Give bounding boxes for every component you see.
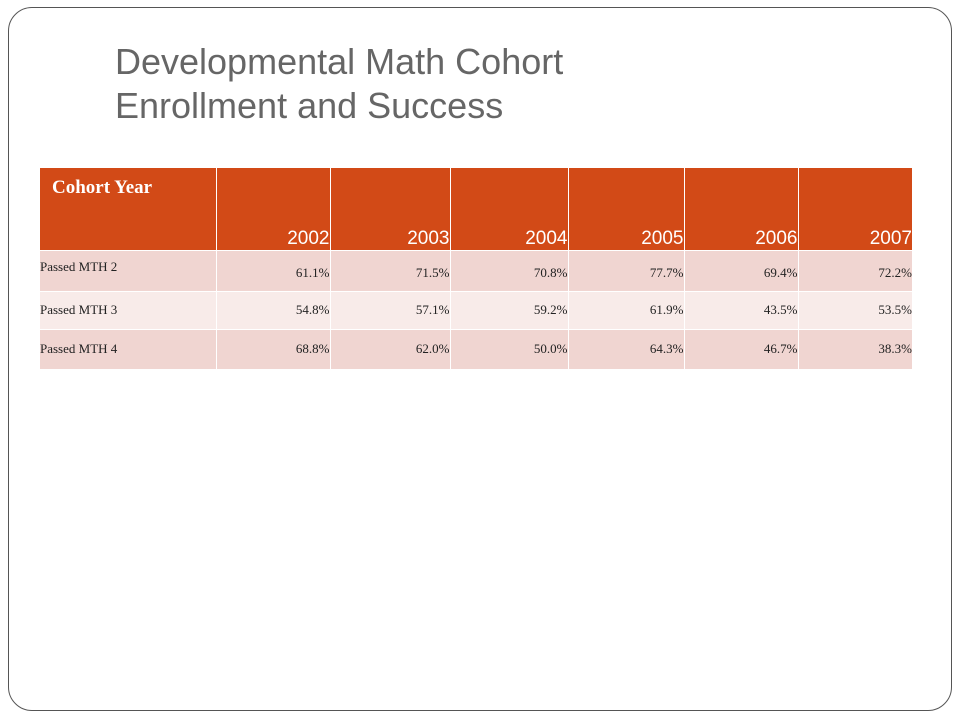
table-cell: 69.4%: [684, 249, 799, 291]
year-header: 2006: [684, 168, 799, 250]
table-row: Passed MTH 3 54.8% 57.1% 59.2% 61.9% 43.…: [40, 290, 912, 329]
cohort-year-header: Cohort Year: [40, 168, 217, 250]
table-cell: 62.0%: [330, 328, 451, 369]
year-header: 2004: [450, 168, 569, 250]
table-cell: 61.1%: [216, 249, 331, 291]
table-cell: 77.7%: [568, 249, 685, 291]
table-cell: 50.0%: [450, 328, 569, 369]
table-cell: 72.2%: [798, 249, 912, 291]
table-cell: 71.5%: [330, 249, 451, 291]
year-header: 2005: [568, 168, 685, 250]
year-header: 2003: [330, 168, 451, 250]
table-cell: 61.9%: [568, 290, 685, 329]
table-row: Passed MTH 2 61.1% 71.5% 70.8% 77.7% 69.…: [40, 249, 912, 291]
table-cell: 59.2%: [450, 290, 569, 329]
table-cell: 46.7%: [684, 328, 799, 369]
table-cell: 57.1%: [330, 290, 451, 329]
year-header: 2007: [869, 227, 912, 249]
year-header: 2002: [216, 168, 331, 250]
table-cell: 53.5%: [798, 290, 912, 329]
table-header-row: Cohort Year 2002 2003 2004 2005 2006 200…: [40, 168, 912, 250]
table-cell: 70.8%: [450, 249, 569, 291]
title-line-1: Developmental Math Cohort: [115, 41, 564, 82]
table-cell: 68.8%: [216, 328, 331, 369]
table-cell: 38.3%: [798, 328, 912, 369]
table-cell: 54.8%: [216, 290, 331, 329]
slide-title: Developmental Math Cohort Enrollment and…: [115, 40, 563, 128]
row-label: Passed MTH 4: [40, 328, 217, 369]
row-label: Passed MTH 2: [40, 249, 217, 291]
row-label: Passed MTH 3: [40, 290, 217, 329]
cohort-table: Cohort Year 2002 2003 2004 2005 2006 200…: [40, 168, 912, 369]
table-cell: 43.5%: [684, 290, 799, 329]
title-line-2: Enrollment and Success: [115, 85, 504, 126]
table-cell: 64.3%: [568, 328, 685, 369]
table-row: Passed MTH 4 68.8% 62.0% 50.0% 64.3% 46.…: [40, 328, 912, 369]
